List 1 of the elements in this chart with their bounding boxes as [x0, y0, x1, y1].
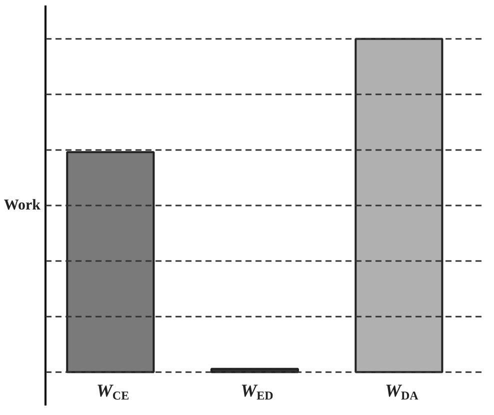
y-axis-title: Work [4, 198, 42, 214]
